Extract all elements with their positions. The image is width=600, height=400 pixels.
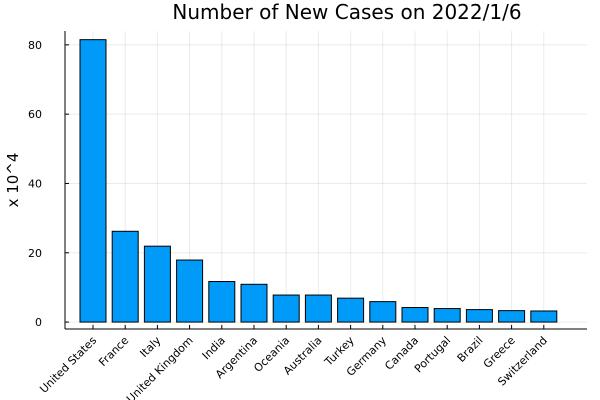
axes: [64, 31, 587, 330]
bar: [369, 301, 397, 323]
bar: [240, 283, 268, 323]
y-axis-label: x 10^4: [4, 153, 22, 208]
x-tick-label: Italy: [137, 334, 163, 360]
bar: [401, 307, 429, 323]
bar: [79, 39, 107, 323]
y-ticks: 0 20 40 60 80: [28, 39, 42, 329]
bar: [530, 310, 558, 323]
grid: [65, 31, 587, 329]
bar: [304, 294, 332, 323]
bars: [79, 39, 558, 323]
bar: [111, 230, 139, 323]
chart-title: Number of New Cases on 2022/1/6: [172, 0, 521, 24]
bar: [272, 294, 300, 323]
y-tick-label: 20: [28, 247, 42, 260]
bar: [208, 281, 236, 323]
y-tick-label: 80: [28, 39, 42, 52]
x-tick-label: India: [200, 334, 228, 362]
bar: [465, 309, 493, 323]
y-tick-label: 40: [28, 177, 42, 190]
x-tick-label: United States: [37, 334, 99, 396]
bar: [498, 310, 526, 323]
bar: [337, 297, 365, 323]
bar: [176, 259, 204, 323]
y-tick-label: 60: [28, 108, 42, 121]
x-tick-label: France: [96, 334, 131, 369]
y-tick-label: 0: [35, 316, 42, 329]
bar: [433, 308, 461, 323]
bar: [143, 245, 171, 323]
